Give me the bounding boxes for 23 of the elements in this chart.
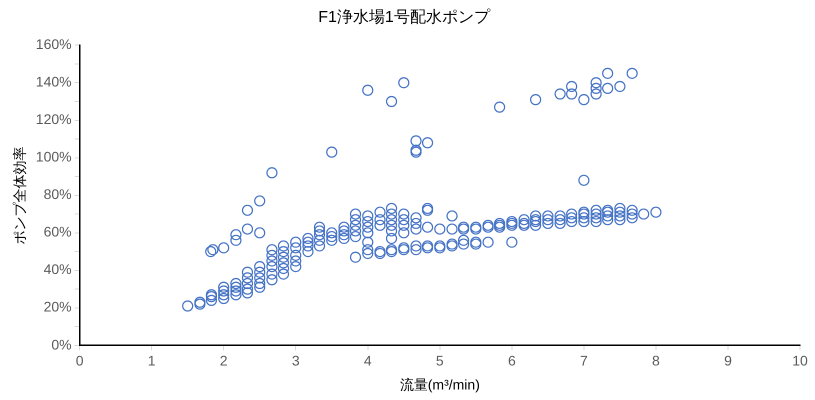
- x-tick-label: 8: [652, 352, 660, 369]
- x-tick-label: 7: [580, 352, 588, 369]
- x-tick-label: 2: [220, 352, 228, 369]
- x-tick-label: 3: [292, 352, 300, 369]
- y-tick-label: 40%: [44, 261, 72, 278]
- x-tick-label: 4: [364, 352, 372, 369]
- y-tick-label: 140%: [36, 74, 72, 90]
- y-tick-label: 120%: [36, 111, 72, 128]
- x-axis-title: 流量(m³/min): [400, 376, 480, 392]
- x-tick-label: 10: [792, 352, 808, 369]
- x-tick-label: 0: [76, 352, 84, 369]
- y-axis-title: ポンプ全体効率: [11, 146, 28, 244]
- y-tick-label: 0%: [51, 336, 72, 352]
- x-tick-label: 1: [148, 352, 156, 369]
- x-tick-label: 5: [436, 352, 444, 369]
- x-tick-label: 9: [724, 352, 732, 369]
- y-tick-label: 100%: [36, 148, 72, 165]
- chart-title: F1浄水場1号配水ポンプ: [318, 8, 491, 26]
- x-tick-label: 6: [508, 352, 516, 369]
- y-tick-label: 160%: [36, 36, 72, 52]
- y-tick-label: 80%: [44, 186, 72, 202]
- y-tick-label: 60%: [44, 224, 72, 240]
- y-tick-label: 20%: [44, 298, 72, 315]
